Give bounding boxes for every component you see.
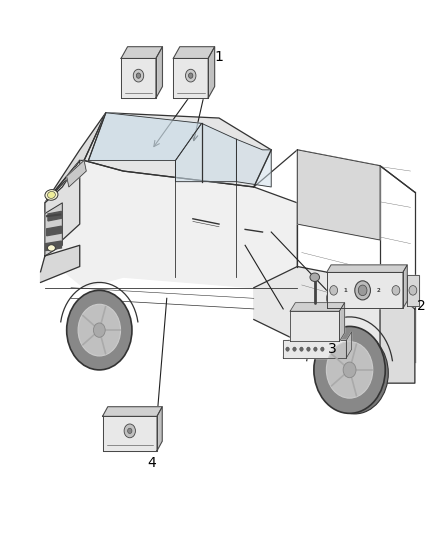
Circle shape [392, 286, 400, 295]
Polygon shape [346, 332, 352, 358]
Polygon shape [45, 203, 62, 256]
Circle shape [67, 290, 132, 370]
Polygon shape [45, 113, 106, 203]
Circle shape [78, 304, 120, 356]
Polygon shape [290, 303, 345, 311]
Polygon shape [102, 416, 157, 451]
Polygon shape [403, 265, 407, 309]
Circle shape [330, 286, 338, 295]
Circle shape [293, 347, 296, 351]
Circle shape [307, 347, 310, 351]
Circle shape [326, 342, 373, 398]
Text: 2: 2 [417, 299, 426, 313]
Polygon shape [84, 113, 271, 187]
Circle shape [343, 362, 356, 378]
Polygon shape [407, 275, 419, 306]
Polygon shape [254, 266, 415, 383]
Text: 4: 4 [147, 456, 156, 470]
Polygon shape [67, 160, 86, 187]
Polygon shape [157, 407, 162, 451]
Text: 1: 1 [343, 288, 347, 293]
Polygon shape [327, 265, 407, 272]
Polygon shape [327, 272, 403, 309]
Circle shape [326, 289, 342, 308]
Circle shape [321, 332, 389, 414]
Polygon shape [297, 150, 380, 240]
Polygon shape [339, 303, 345, 342]
Circle shape [188, 73, 193, 78]
Ellipse shape [45, 190, 58, 200]
Polygon shape [45, 160, 80, 256]
Circle shape [409, 286, 417, 295]
Polygon shape [290, 311, 339, 342]
Text: 1: 1 [215, 50, 223, 64]
Circle shape [133, 69, 144, 82]
Polygon shape [176, 123, 237, 182]
Text: 3: 3 [328, 342, 336, 356]
Polygon shape [237, 139, 271, 187]
Ellipse shape [310, 273, 320, 281]
Polygon shape [41, 245, 80, 282]
Polygon shape [88, 113, 201, 160]
Polygon shape [46, 241, 61, 251]
Circle shape [358, 285, 367, 296]
Polygon shape [334, 333, 382, 357]
Polygon shape [102, 407, 162, 416]
Circle shape [93, 323, 105, 337]
Polygon shape [121, 47, 162, 59]
Polygon shape [208, 47, 215, 98]
Circle shape [321, 347, 324, 351]
Circle shape [314, 326, 385, 414]
Polygon shape [156, 47, 162, 98]
Text: 2: 2 [377, 288, 381, 293]
Polygon shape [283, 341, 346, 358]
Circle shape [127, 428, 132, 433]
Polygon shape [283, 341, 352, 358]
Polygon shape [45, 160, 297, 288]
Circle shape [314, 347, 317, 351]
Polygon shape [380, 282, 415, 383]
Ellipse shape [47, 245, 55, 251]
Circle shape [355, 281, 371, 300]
Ellipse shape [48, 191, 55, 198]
Circle shape [286, 347, 289, 351]
Polygon shape [48, 212, 61, 221]
Circle shape [124, 424, 135, 438]
Circle shape [185, 69, 196, 82]
Polygon shape [121, 59, 156, 98]
Circle shape [136, 73, 141, 78]
Polygon shape [173, 47, 215, 59]
Circle shape [300, 347, 303, 351]
Polygon shape [173, 59, 208, 98]
Polygon shape [47, 226, 61, 236]
